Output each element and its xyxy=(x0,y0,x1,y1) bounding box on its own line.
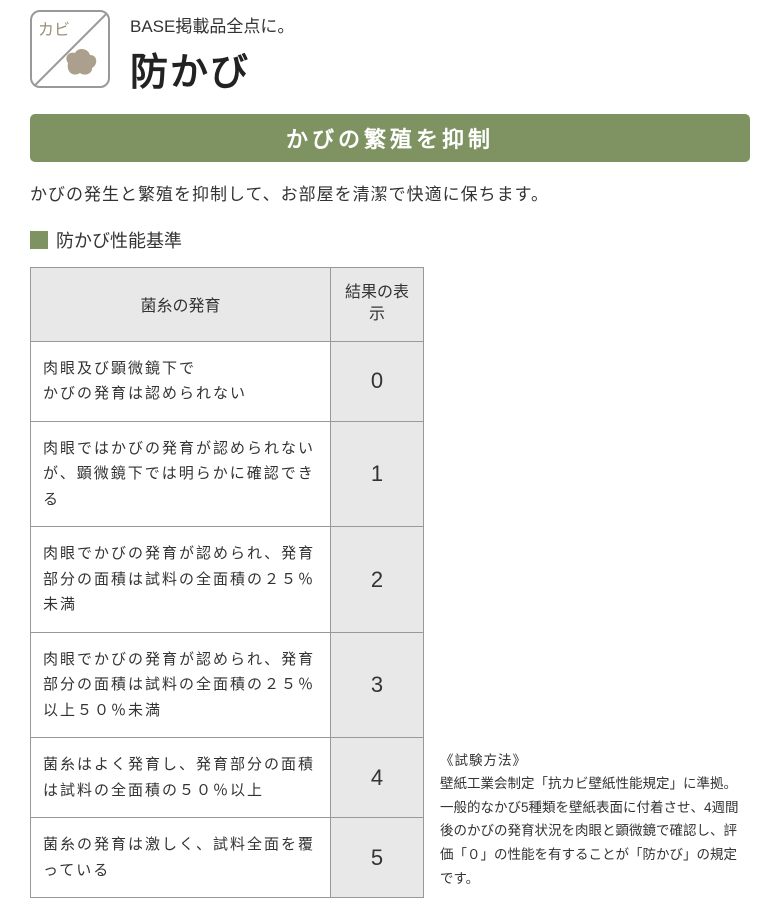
section-title: 防かび性能基準 xyxy=(56,227,182,253)
banner: かびの繁殖を抑制 xyxy=(30,114,750,162)
row-desc: 肉眼ではかびの発育が認められないが、顕微鏡下では明らかに確認できる xyxy=(31,421,331,527)
header-text: BASE掲載品全点に。 防かび xyxy=(130,10,294,96)
header: カビ BASE掲載品全点に。 防かび xyxy=(30,10,750,96)
table-row: 肉眼及び顕微鏡下で かびの発育は認められない0 xyxy=(31,341,424,421)
row-result: 4 xyxy=(330,738,423,818)
row-result: 2 xyxy=(330,527,423,633)
row-desc: 菌糸の発育は激しく、試料全面を覆っている xyxy=(31,818,331,898)
row-result: 1 xyxy=(330,421,423,527)
section-square-icon xyxy=(30,231,48,249)
row-desc: 菌糸はよく発育し、発育部分の面積は試料の全面積の５０％以上 xyxy=(31,738,331,818)
table-row: 肉眼でかびの発育が認められ、発育部分の面積は試料の全面積の２５％未満2 xyxy=(31,527,424,633)
section-header: 防かび性能基準 xyxy=(30,227,750,253)
mold-crossed-icon: カビ xyxy=(30,10,110,88)
col-desc-header: 菌糸の発育 xyxy=(31,268,331,342)
col-result-header: 結果の表示 xyxy=(330,268,423,342)
row-result: 0 xyxy=(330,341,423,421)
subtitle: BASE掲載品全点に。 xyxy=(130,12,294,37)
row-desc: 肉眼及び顕微鏡下で かびの発育は認められない xyxy=(31,341,331,421)
description: かびの発生と繁殖を抑制して、お部屋を清潔で快適に保ちます。 xyxy=(30,180,750,205)
page-title: 防かび xyxy=(130,41,294,96)
table-header-row: 菌糸の発育 結果の表示 xyxy=(31,268,424,342)
table-row: 肉眼ではかびの発育が認められないが、顕微鏡下では明らかに確認できる1 xyxy=(31,421,424,527)
row-result: 5 xyxy=(330,818,423,898)
method-note: 《試験方法》 壁紙工業会制定「抗カビ壁紙性能規定」に準拠。一般的なかび5種類を壁… xyxy=(440,749,750,899)
criteria-table: 菌糸の発育 結果の表示 肉眼及び顕微鏡下で かびの発育は認められない0肉眼ではか… xyxy=(30,267,424,898)
content-row: 菌糸の発育 結果の表示 肉眼及び顕微鏡下で かびの発育は認められない0肉眼ではか… xyxy=(30,267,750,898)
method-body: 壁紙工業会制定「抗カビ壁紙性能規定」に準拠。一般的なかび5種類を壁紙表面に付着さ… xyxy=(440,772,750,890)
table-row: 菌糸の発育は激しく、試料全面を覆っている5 xyxy=(31,818,424,898)
row-result: 3 xyxy=(330,632,423,738)
icon-label: カビ xyxy=(38,16,70,40)
method-title: 《試験方法》 xyxy=(440,749,750,773)
table-row: 肉眼でかびの発育が認められ、発育部分の面積は試料の全面積の２５％以上５０％未満3 xyxy=(31,632,424,738)
row-desc: 肉眼でかびの発育が認められ、発育部分の面積は試料の全面積の２５％未満 xyxy=(31,527,331,633)
row-desc: 肉眼でかびの発育が認められ、発育部分の面積は試料の全面積の２５％以上５０％未満 xyxy=(31,632,331,738)
mold-blob-icon xyxy=(60,43,100,78)
table-row: 菌糸はよく発育し、発育部分の面積は試料の全面積の５０％以上4 xyxy=(31,738,424,818)
